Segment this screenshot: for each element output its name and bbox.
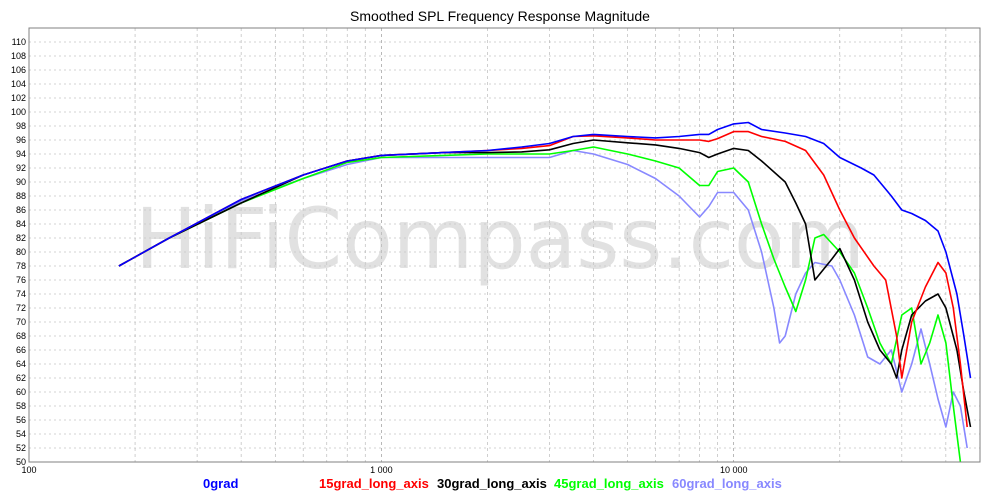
y-tick-label: 64 xyxy=(16,359,26,369)
y-tick-label: 86 xyxy=(16,205,26,215)
y-tick-label: 104 xyxy=(11,79,26,89)
y-tick-label: 96 xyxy=(16,135,26,145)
x-tick-label: 1 000 xyxy=(370,465,393,475)
x-tick-label: 10 000 xyxy=(720,465,748,475)
y-tick-label: 76 xyxy=(16,275,26,285)
y-tick-label: 74 xyxy=(16,289,26,299)
y-tick-label: 60 xyxy=(16,387,26,397)
series-line-0grad xyxy=(118,121,972,379)
y-tick-label: 56 xyxy=(16,415,26,425)
y-tick-label: 50 xyxy=(16,457,26,467)
y-tick-label: 84 xyxy=(16,219,26,229)
chart-plot: HiFiCompass.com 50 52 54 56 58 60 62 64 66 68 70 72… xyxy=(11,27,981,475)
y-tick-label: 78 xyxy=(16,261,26,271)
legend-item-30grad-long-axis: 30grad_long_axis xyxy=(437,476,547,491)
y-tick-label: 58 xyxy=(16,401,26,411)
y-tick-label: 70 xyxy=(16,317,26,327)
y-tick-label: 54 xyxy=(16,429,26,439)
y-tick-label: 52 xyxy=(16,443,26,453)
legend-item-60grad-long-axis: 60grad_long_axis xyxy=(672,476,782,491)
y-tick-label: 62 xyxy=(16,373,26,383)
y-tick-label: 82 xyxy=(16,233,26,243)
y-tick-label: 80 xyxy=(16,247,26,257)
y-tick-label: 72 xyxy=(16,303,26,313)
series-line-60grad-long-axis xyxy=(118,149,968,449)
y-tick-label: 98 xyxy=(16,121,26,131)
grid xyxy=(29,28,980,463)
legend: 0grad 15grad_long_axis 30grad_long_axis 45g… xyxy=(0,476,1000,496)
y-tick-label: 110 xyxy=(12,37,26,47)
y-tick-label: 90 xyxy=(16,177,26,187)
x-tick-label: 100 xyxy=(21,465,36,475)
y-tick-label: 100 xyxy=(11,107,26,117)
series-line-45grad-long-axis xyxy=(118,146,962,462)
watermark: HiFiCompass.com xyxy=(135,190,865,288)
chart-title: Smoothed SPL Frequency Response Magnitud… xyxy=(350,8,650,24)
y-tick-label: 92 xyxy=(16,163,26,173)
y-tick-label: 94 xyxy=(16,149,26,159)
y-tick-label: 108 xyxy=(11,51,26,61)
y-tick-label: 66 xyxy=(16,345,26,355)
y-tick-label: 106 xyxy=(11,65,26,75)
y-tick-label: 88 xyxy=(16,191,26,201)
y-tick-label: 68 xyxy=(16,331,26,341)
y-tick-label: 102 xyxy=(11,93,26,103)
legend-item-0grad: 0grad xyxy=(203,476,239,491)
legend-item-15grad-long-axis: 15grad_long_axis xyxy=(319,476,429,491)
legend-item-45grad-long-axis: 45grad_long_axis xyxy=(554,476,664,491)
axes: 50 52 54 56 58 60 62 64 66 68 70 72 74 76 78 80 82 84 86 88… xyxy=(11,27,981,475)
series-line-30grad-long-axis xyxy=(118,139,972,428)
plot-frame xyxy=(28,27,981,463)
series-lines xyxy=(118,121,972,462)
